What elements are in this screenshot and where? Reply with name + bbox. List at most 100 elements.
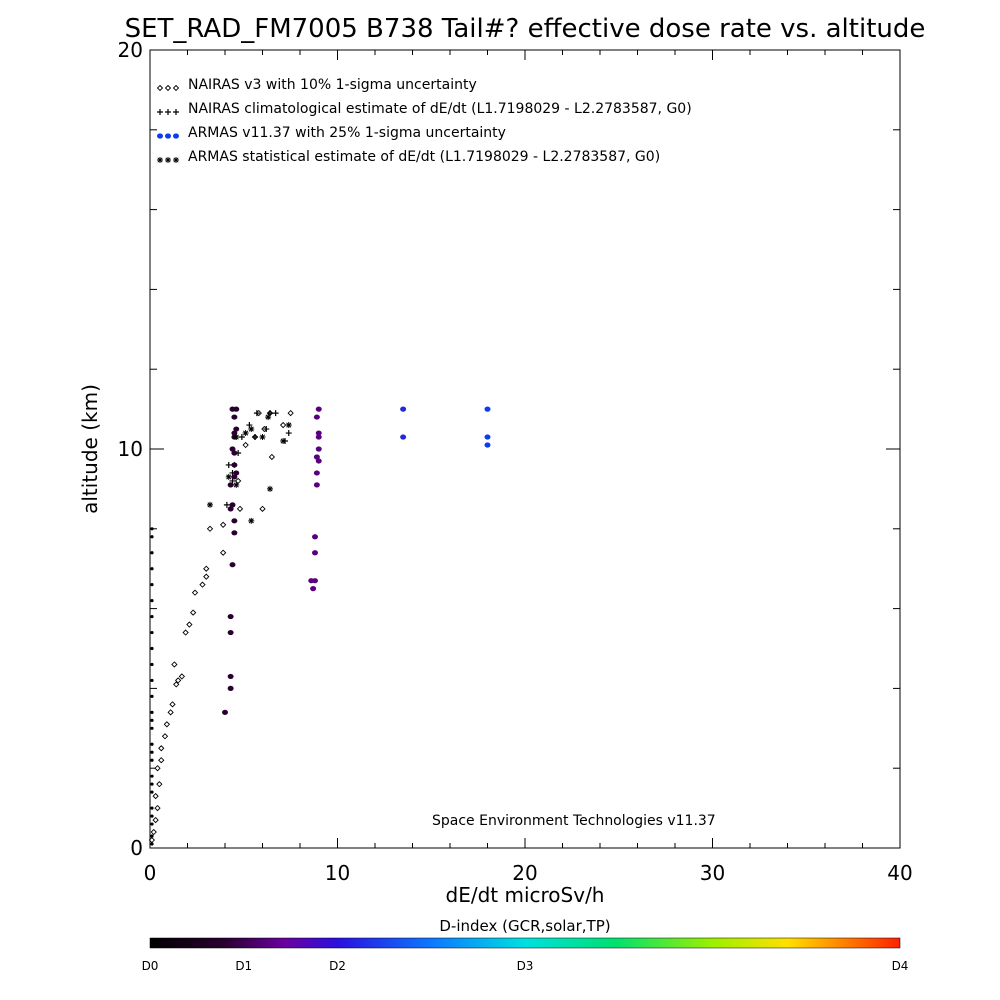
data-point xyxy=(315,434,322,440)
data-point xyxy=(227,613,234,620)
legend-marker xyxy=(156,84,164,92)
data-point xyxy=(169,701,176,708)
legend-marker xyxy=(157,133,163,139)
legend-symbol xyxy=(157,133,179,139)
legend-marker xyxy=(165,133,171,139)
data-point xyxy=(233,434,240,441)
series-3 xyxy=(207,414,292,524)
plot-frame xyxy=(149,49,901,849)
data-point xyxy=(225,461,232,468)
data-point xyxy=(222,709,228,715)
colorbar-label: D0 xyxy=(142,959,159,973)
series-4 xyxy=(150,527,154,846)
data-point xyxy=(191,589,199,596)
data-point xyxy=(231,414,238,420)
data-point xyxy=(150,822,154,826)
data-point xyxy=(272,410,279,417)
axis-ticks xyxy=(149,49,901,849)
data-point xyxy=(150,583,154,587)
data-point xyxy=(227,685,234,692)
data-point xyxy=(150,742,154,746)
data-point xyxy=(156,781,163,788)
data-point xyxy=(182,629,189,636)
y-tick-label: 0 xyxy=(130,836,143,860)
data-point xyxy=(268,453,276,461)
data-point xyxy=(242,430,249,437)
data-point xyxy=(248,517,255,524)
series-0 xyxy=(148,409,294,844)
data-point xyxy=(158,745,165,752)
data-point xyxy=(161,733,169,740)
data-point xyxy=(150,710,154,714)
data-point xyxy=(233,426,240,432)
data-point xyxy=(233,481,240,488)
data-point xyxy=(252,434,258,441)
data-point xyxy=(152,792,159,800)
data-point xyxy=(154,804,161,812)
data-point xyxy=(315,430,322,436)
data-point xyxy=(231,518,238,524)
y-axis-label: altitude (km) xyxy=(78,384,102,514)
colorbar-labels: D0 D1 D2 D3 D4 xyxy=(142,959,909,973)
data-point xyxy=(219,521,227,528)
data-point xyxy=(312,578,318,584)
data-point xyxy=(315,446,322,452)
data-point xyxy=(287,409,294,417)
data-point xyxy=(229,406,236,412)
data-point xyxy=(285,430,292,437)
data-point xyxy=(231,530,238,536)
data-point xyxy=(178,673,186,680)
data-point xyxy=(171,661,178,668)
data-point xyxy=(312,550,318,556)
data-point xyxy=(229,502,236,508)
legend-symbol xyxy=(157,109,179,115)
data-point xyxy=(150,678,154,683)
legend-marker xyxy=(173,133,179,139)
data-point xyxy=(199,581,206,588)
data-point xyxy=(150,814,154,818)
legend-label: NAIRAS climatological estimate of dE/dt … xyxy=(188,101,692,117)
data-point xyxy=(150,662,154,667)
legend-marker xyxy=(173,109,179,115)
data-point xyxy=(150,551,154,555)
data-point xyxy=(267,485,273,492)
x-tick-label: 10 xyxy=(325,861,350,885)
data-point xyxy=(150,834,154,838)
data-point xyxy=(163,721,171,728)
legend-marker xyxy=(172,84,180,92)
colorbar-label: D3 xyxy=(517,959,534,973)
x-tick-label: 30 xyxy=(700,861,725,885)
data-point xyxy=(167,709,174,716)
data-point xyxy=(313,482,320,488)
data-point xyxy=(313,454,320,460)
data-point xyxy=(253,410,260,417)
colorbar-title: D-index (GCR,solar,TP) xyxy=(439,917,610,935)
legend-label: NAIRAS v3 with 10% 1-sigma uncertainty xyxy=(188,77,477,93)
data-point xyxy=(400,434,407,440)
data-points xyxy=(148,406,491,846)
legend-marker xyxy=(173,157,179,163)
data-point xyxy=(150,718,154,722)
y-tick-label: 10 xyxy=(118,437,143,461)
data-point xyxy=(315,458,322,464)
data-point xyxy=(242,441,249,449)
data-point xyxy=(223,501,230,508)
data-point xyxy=(150,806,154,810)
data-point xyxy=(315,406,322,412)
data-point xyxy=(203,573,210,580)
data-point xyxy=(236,505,244,512)
data-point xyxy=(227,673,234,680)
x-tick-label: 40 xyxy=(887,861,912,885)
data-point xyxy=(150,599,154,603)
data-point xyxy=(263,426,270,433)
series-2 xyxy=(222,406,491,715)
data-point xyxy=(310,586,317,592)
x-tick-labels: 0 10 20 30 40 xyxy=(144,861,913,885)
data-point xyxy=(150,694,154,698)
chart-title: SET_RAD_FM7005 B738 Tail#? effective dos… xyxy=(125,14,926,44)
data-point xyxy=(203,565,210,572)
data-point xyxy=(186,621,193,628)
data-point xyxy=(174,677,182,684)
data-point xyxy=(150,567,154,571)
